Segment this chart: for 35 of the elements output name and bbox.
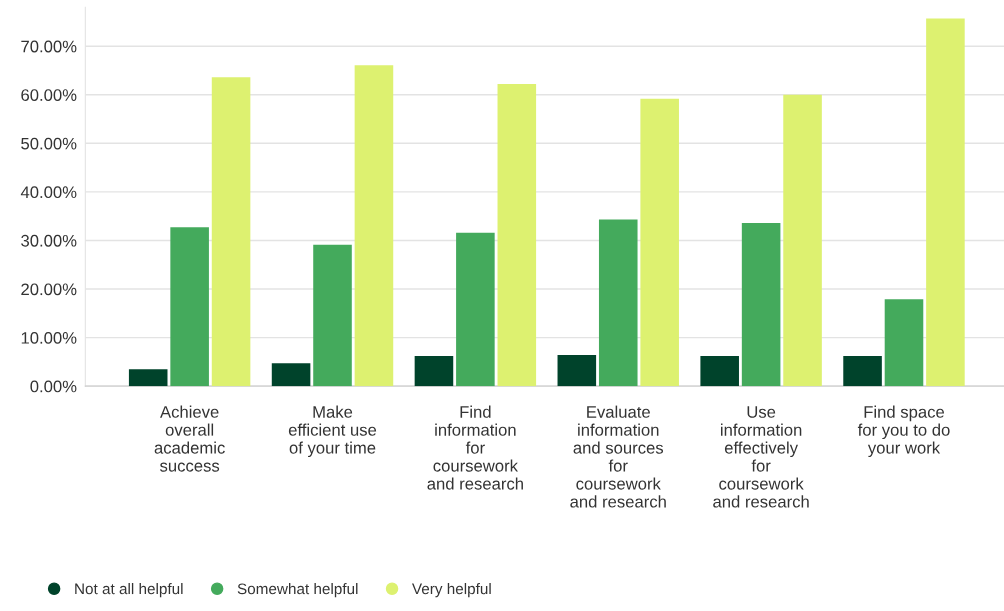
bar: [884, 299, 924, 387]
bar: [700, 356, 739, 387]
bar: [271, 363, 311, 387]
bar: [497, 84, 537, 387]
bar: [211, 77, 251, 387]
bar: [414, 356, 454, 387]
y-tick-label: 60.00%: [21, 89, 77, 101]
legend-label: Not at all helpful: [75, 583, 183, 598]
x-tick-label: Achieve overall academic success: [154, 405, 225, 472]
x-tick-label: Evaluate information and sources for coursework and research: [570, 405, 666, 508]
y-tick-label: 10.00%: [21, 331, 77, 344]
bar: [354, 65, 394, 387]
bar: [170, 227, 209, 387]
bar: [557, 355, 597, 387]
y-tick-label: 70.00%: [21, 40, 77, 53]
x-tick-label: Find space for you to do your work: [857, 405, 950, 458]
x-tick-label: Find information for coursework and research: [427, 405, 523, 490]
bar: [128, 369, 168, 387]
y-tick-label: 30.00%: [21, 234, 77, 247]
bar: [926, 18, 965, 387]
legend-label: Very helpful: [411, 583, 491, 598]
bar: [456, 232, 495, 387]
bar: [598, 219, 638, 387]
legend-label: Somewhat helpful: [237, 583, 358, 598]
bar: [741, 222, 781, 387]
y-tick-label: 40.00%: [20, 186, 77, 199]
y-tick-label: 50.00%: [21, 137, 77, 150]
x-tick-label: Use information effectively for coursework and research: [713, 406, 809, 508]
bar: [783, 94, 822, 387]
bar: [843, 356, 882, 387]
y-tick-label: 20.00%: [21, 283, 77, 296]
bar: [640, 98, 679, 387]
bar: [313, 244, 352, 387]
y-tick-label: 0.00%: [30, 380, 77, 393]
x-tick-label: Make efficient use of your time: [288, 405, 377, 458]
